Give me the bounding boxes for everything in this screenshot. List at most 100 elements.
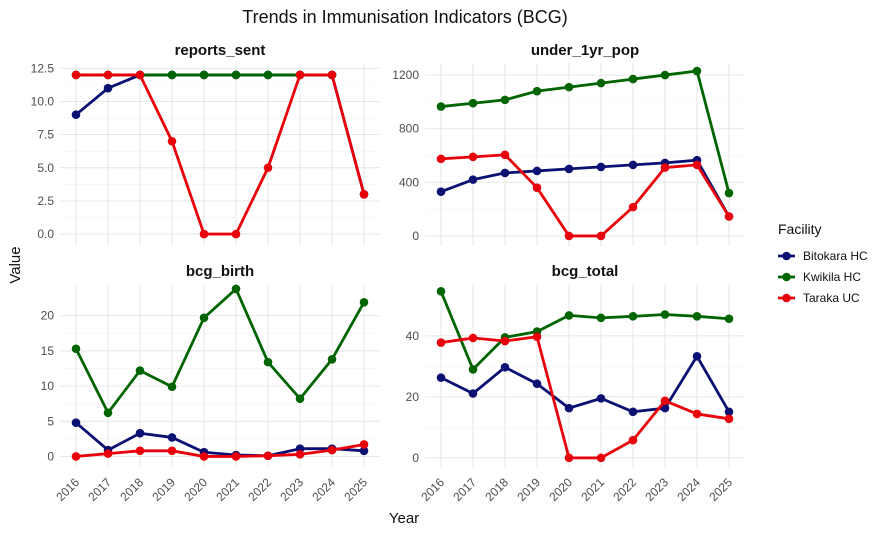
x-tick-label: 2019 (149, 475, 178, 504)
data-point (359, 446, 369, 456)
data-point (692, 160, 702, 170)
y-tick-label: 20 (406, 390, 420, 404)
series-line (76, 73, 366, 236)
x-tick-label: 2024 (309, 475, 338, 504)
data-point (263, 357, 273, 367)
series-line (440, 153, 731, 238)
series-line (75, 443, 365, 458)
data-point (199, 313, 209, 323)
x-tick-label: 2023 (277, 475, 306, 504)
data-point (359, 440, 369, 449)
data-point (564, 231, 574, 241)
x-tick-label: 2019 (514, 475, 543, 504)
data-point (660, 396, 670, 406)
panel-under_1yr_pop: under_1yr_pop 0 400 800 1200 (392, 42, 745, 246)
x-tick-label: 2023 (642, 475, 671, 504)
legend-label: Bitokara HC (803, 249, 868, 263)
x-tick-label: 2025 (706, 475, 735, 504)
x-tick-label: 2017 (85, 475, 114, 504)
data-point (468, 389, 478, 398)
data-point (564, 453, 574, 463)
data-point (532, 332, 542, 342)
data-point (263, 70, 273, 80)
data-point (231, 284, 241, 294)
data-point (468, 365, 478, 374)
data-point (628, 312, 638, 321)
data-point (692, 66, 702, 76)
x-tick-label: 2022 (245, 475, 274, 504)
data-point (532, 86, 542, 96)
panel-title: bcg_total (552, 263, 619, 280)
data-point (231, 70, 241, 80)
data-point (359, 298, 369, 307)
data-point (660, 310, 670, 319)
data-point (135, 70, 145, 80)
data-point (327, 445, 337, 455)
data-point (135, 366, 145, 375)
legend-marker (782, 272, 791, 282)
y-tick-label: 0 (412, 451, 419, 465)
legend-item: Bitokara HC (778, 249, 868, 263)
y-tick-label: 1200 (392, 68, 419, 82)
data-point (564, 164, 574, 174)
y-tick-label: 0.0 (37, 227, 54, 241)
x-tick-label: 2020 (181, 475, 210, 504)
data-point (596, 394, 606, 403)
y-tick-label: 10.0 (31, 94, 55, 108)
data-point (500, 95, 510, 105)
data-point (167, 446, 177, 456)
data-point (692, 409, 702, 419)
data-point (199, 229, 209, 239)
x-tick-label: 2024 (674, 475, 703, 504)
data-point (564, 311, 574, 320)
series-line (440, 158, 731, 218)
data-point (628, 74, 638, 84)
x-tick-label: 2021 (578, 475, 607, 504)
legend: Facility Bitokara HC Kwikila HC Taraka UC (778, 221, 868, 305)
y-tick-label: 20 (41, 309, 55, 323)
x-tick-label: 2021 (213, 475, 242, 504)
data-point (231, 452, 241, 461)
data-point (167, 433, 177, 442)
x-tick-label: 2016 (418, 475, 447, 504)
series-taraka-uc (71, 70, 369, 239)
data-point (564, 403, 574, 413)
data-point (468, 333, 478, 343)
data-point (199, 70, 209, 80)
data-point (103, 70, 113, 80)
y-tick-label: 7.5 (37, 128, 54, 142)
data-point (500, 362, 510, 372)
y-tick-label: 40 (406, 329, 420, 343)
data-point (500, 150, 510, 160)
legend-title: Facility (778, 221, 822, 237)
legend-label: Kwikila HC (803, 270, 861, 284)
data-point (135, 428, 145, 438)
data-point (500, 168, 510, 178)
data-point (327, 355, 337, 364)
y-tick-label: 10 (41, 379, 55, 393)
panels: reports_sent 0.0 2.5 5.0 7.5 10.0 12.5 under_1y… (31, 42, 745, 504)
series-line (440, 335, 730, 460)
data-point (71, 418, 81, 427)
y-tick-label: 400 (399, 175, 419, 189)
data-point (199, 452, 209, 461)
data-point (295, 450, 305, 459)
data-point (596, 231, 606, 241)
series-kwikila-hc (71, 284, 369, 418)
data-point (724, 407, 734, 417)
series-line (440, 69, 731, 194)
legend-marker (782, 293, 791, 303)
data-point (692, 312, 702, 321)
data-point (468, 152, 478, 162)
data-point (564, 82, 574, 92)
series-bitokara-hc (436, 351, 734, 417)
x-tick-label: 2018 (117, 475, 146, 504)
data-point (231, 229, 241, 239)
data-point (596, 162, 606, 172)
data-point (71, 344, 81, 354)
data-point (135, 446, 145, 456)
data-point (436, 154, 446, 164)
data-point (532, 183, 542, 192)
series-line (440, 354, 731, 414)
